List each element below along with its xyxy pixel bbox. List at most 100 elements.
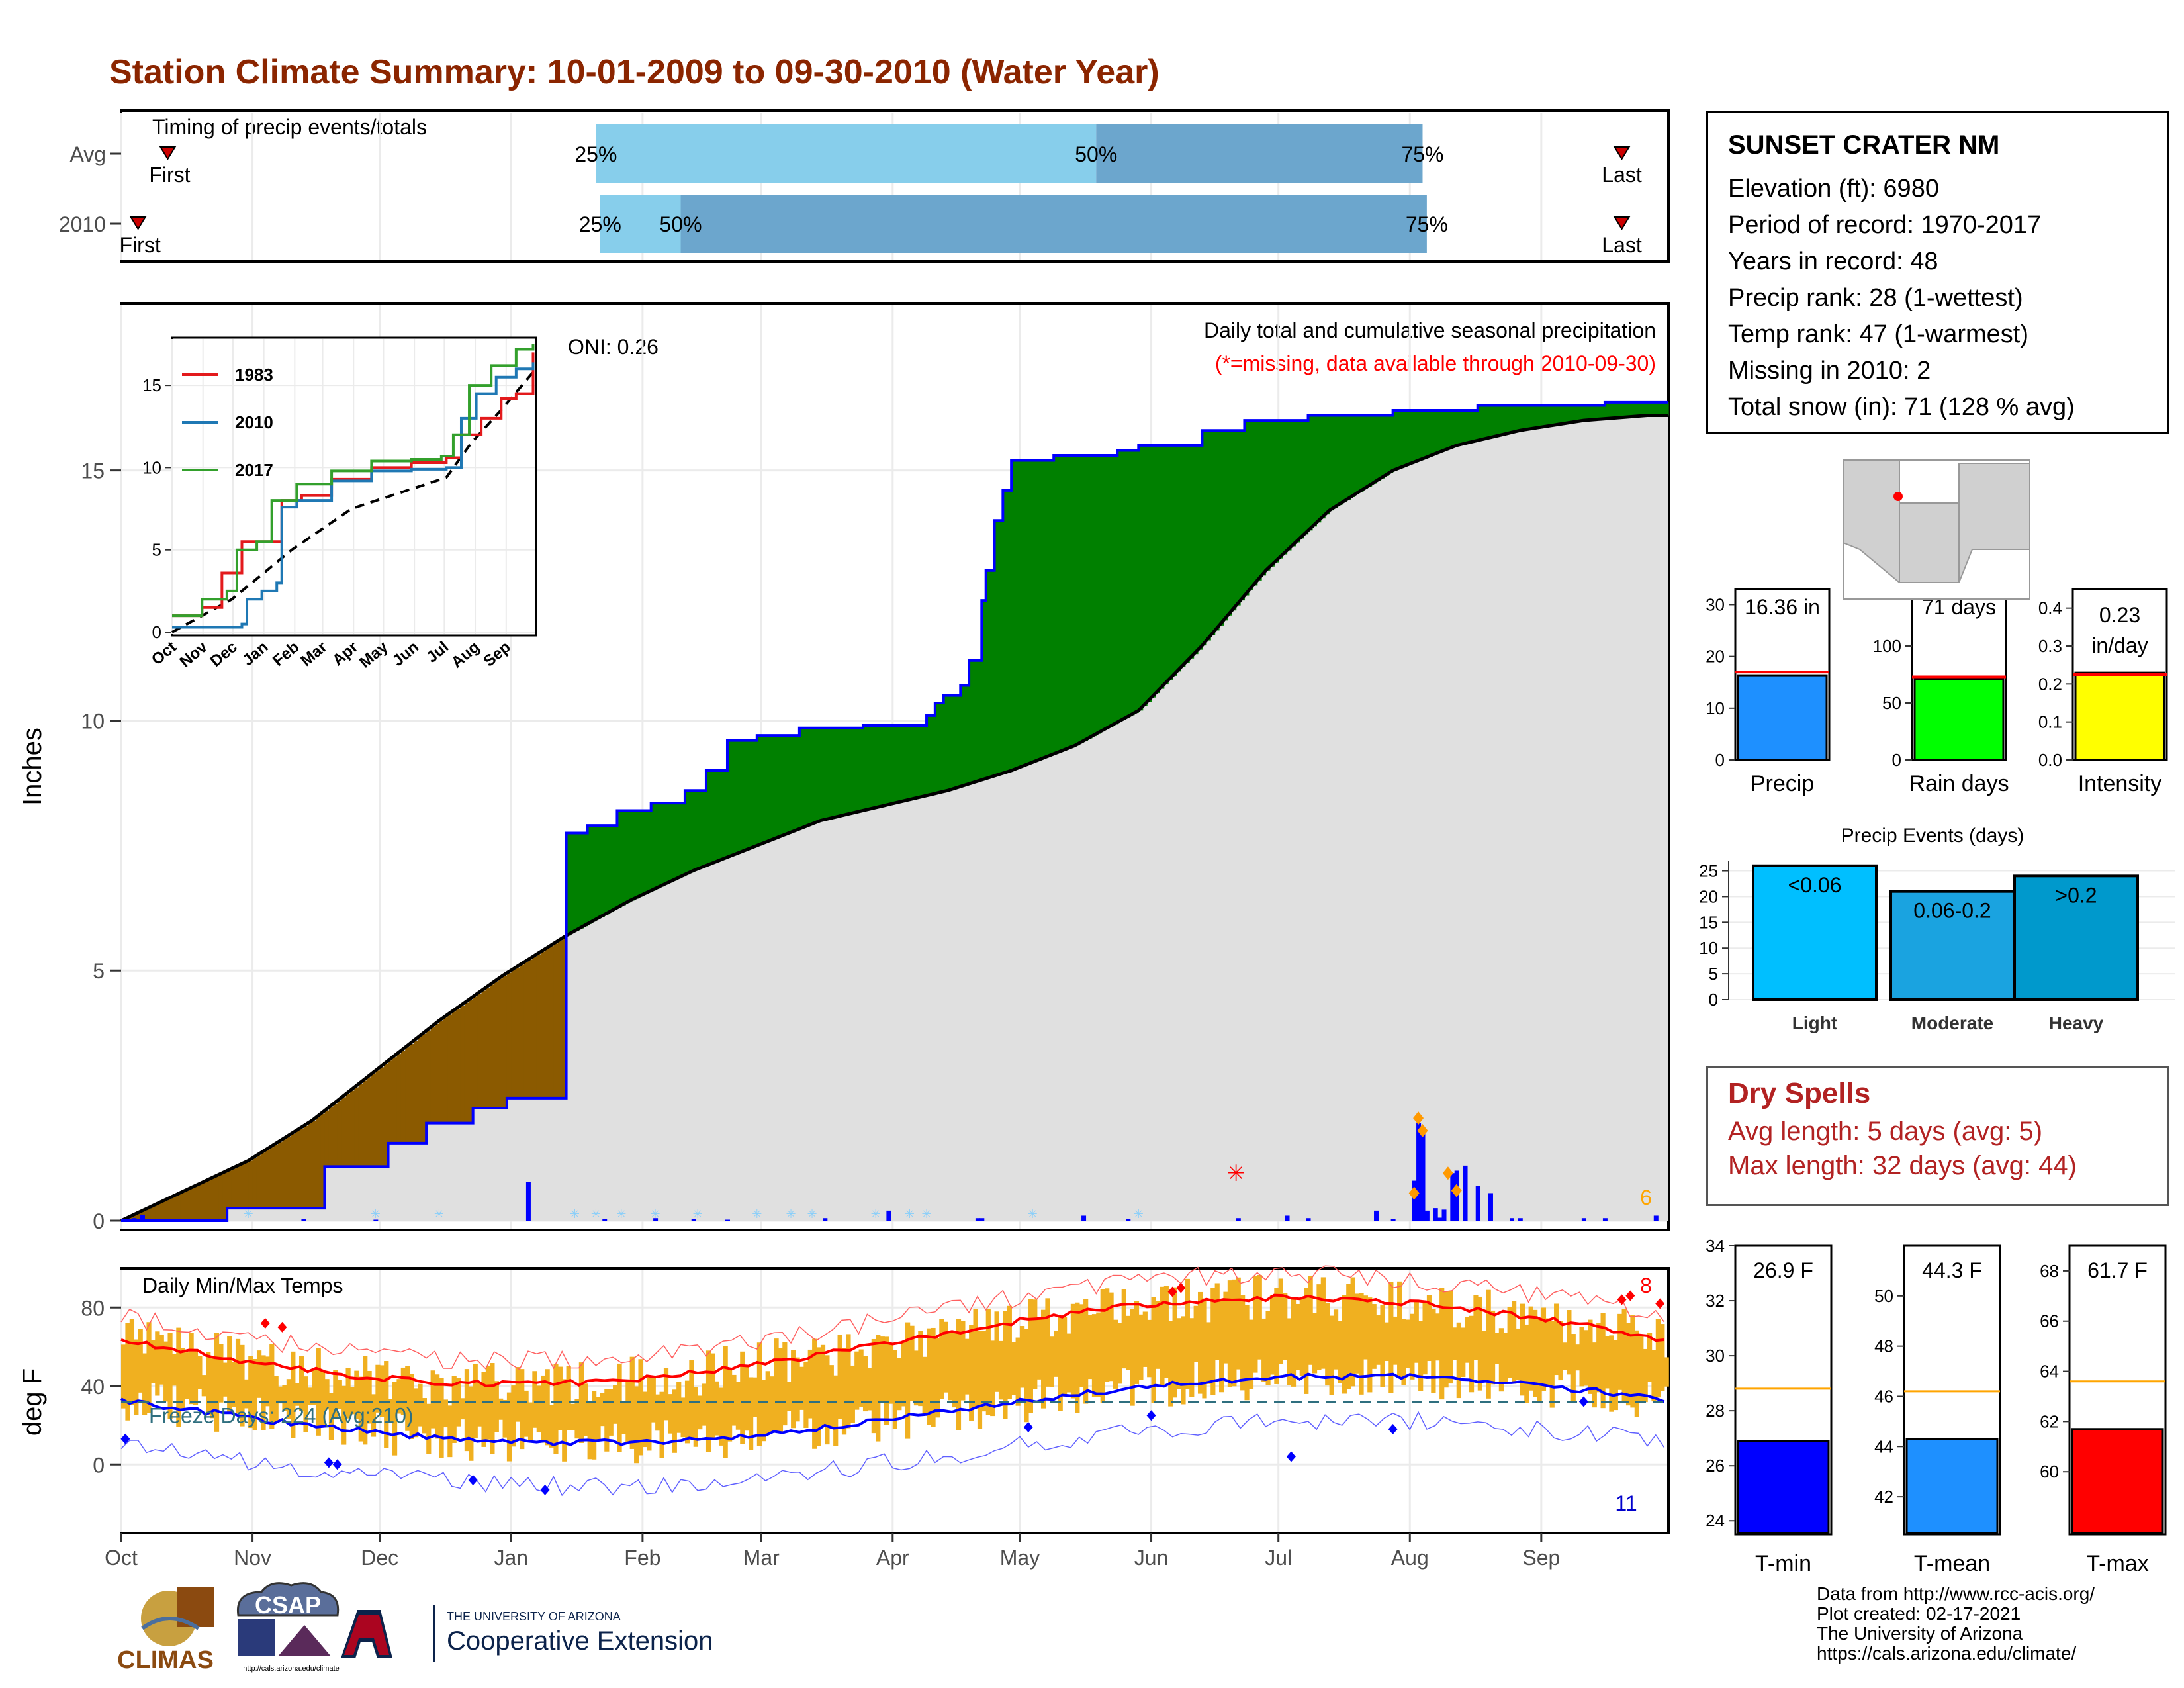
events-ytick-label: 15: [1699, 912, 1718, 932]
ua-extension: Cooperative Extension: [447, 1626, 713, 1656]
deficit-fill: [185, 1190, 190, 1221]
station-snow: Total snow (in): 71 (128 % avg): [1728, 393, 2075, 421]
surplus-fill: [1096, 455, 1101, 734]
surplus-fill: [1278, 420, 1283, 559]
daily-temp-bar: [345, 1368, 351, 1419]
snow-day-marker: ✳: [434, 1207, 444, 1221]
deficit-fill: [451, 1011, 457, 1123]
surplus-fill: [1189, 445, 1195, 659]
deficit-fill: [269, 1147, 275, 1209]
daily-temp-bar: [948, 1333, 953, 1401]
deficit-fill: [197, 1184, 203, 1221]
summary-temp-ytick-label: 46: [1874, 1386, 1893, 1406]
summary-category-label: Intensity: [2078, 771, 2162, 796]
daily-temp-bar: [1596, 1323, 1602, 1393]
daily-temp-bar: [964, 1338, 970, 1395]
surplus-fill: [1087, 455, 1093, 739]
daily-temp-bar: [1253, 1276, 1258, 1373]
summary-temp-ytick-label: 26: [1706, 1456, 1725, 1476]
deficit-fill: [447, 1014, 453, 1123]
surplus-fill: [1155, 445, 1160, 694]
surplus-fill: [888, 726, 893, 805]
daily-temp-bar: [1359, 1293, 1364, 1395]
deficit-fill: [206, 1180, 211, 1221]
record-low-marker: [1578, 1396, 1588, 1407]
daily-temp-bar: [1142, 1311, 1148, 1367]
surplus-fill: [981, 600, 987, 780]
surplus-fill: [913, 726, 919, 799]
deficit-fill: [171, 1196, 177, 1221]
deficit-fill: [506, 972, 512, 1098]
daily-temp-bar: [786, 1382, 792, 1411]
surplus-fill: [1210, 430, 1216, 635]
temps-ylabel: deg F: [18, 1368, 47, 1436]
surplus-fill: [884, 726, 889, 806]
daily-precip-bar: [1653, 1215, 1659, 1221]
surplus-fill: [684, 790, 690, 875]
surplus-fill: [1473, 410, 1479, 442]
surplus-fill: [973, 660, 978, 783]
daily-temp-bar: [994, 1311, 999, 1392]
temps-month-label: Nov: [234, 1546, 271, 1570]
daily-temp-bar: [1380, 1305, 1385, 1387]
daily-temp-bar: [451, 1376, 457, 1443]
credit-line: Data from http://www.rcc-acis.org/: [1817, 1583, 2095, 1604]
daily-temp-bar: [1181, 1316, 1186, 1405]
surplus-fill: [820, 727, 825, 821]
surplus-fill: [1592, 405, 1597, 420]
daily-precip-bar: [1374, 1210, 1379, 1221]
surplus-fill: [1219, 430, 1224, 626]
deficit-fill: [418, 1037, 423, 1143]
daily-temp-bar: [1486, 1289, 1491, 1399]
surplus-fill: [1287, 420, 1292, 551]
surplus-fill: [846, 727, 851, 815]
surplus-fill: [642, 810, 647, 895]
daily-temp-bar: [299, 1356, 304, 1411]
deficit-fill: [240, 1164, 245, 1209]
station-period: Period of record: 1970-2017: [1728, 211, 2042, 239]
daily-temp-bar: [1477, 1296, 1482, 1391]
surplus-fill: [1401, 410, 1406, 467]
surplus-fill: [1011, 460, 1017, 771]
events-bar-label: <0.06: [1788, 873, 1842, 897]
daily-temp-bar: [782, 1342, 788, 1426]
daily-temp-bar: [1664, 1357, 1669, 1387]
events-bar-label: >0.2: [2055, 883, 2097, 907]
surplus-fill: [1490, 405, 1495, 438]
deficit-fill: [167, 1198, 173, 1221]
logos: CLIMAS CSAP http://cals.arizona.edu/clim…: [117, 1582, 713, 1674]
surplus-fill: [1562, 405, 1567, 424]
summary-temp-ytick-label: 24: [1706, 1511, 1725, 1530]
surplus-fill: [1422, 410, 1428, 459]
surplus-fill: [1113, 455, 1118, 725]
daily-temp-bar: [367, 1370, 372, 1424]
deficit-fill: [155, 1204, 160, 1221]
daily-temp-bar: [1214, 1283, 1220, 1360]
deficit-fill: [256, 1155, 261, 1209]
temps-ytick-label: 80: [81, 1296, 105, 1320]
daily-temp-bar: [159, 1335, 164, 1385]
daily-temp-bar: [1168, 1321, 1173, 1407]
daily-temp-bar: [1066, 1333, 1071, 1393]
summary-ytick-label: 0.1: [2038, 712, 2062, 732]
daily-temp-bar: [778, 1348, 784, 1433]
daily-temp-bar: [973, 1309, 978, 1409]
record-high-line: [120, 1265, 1665, 1370]
surplus-fill: [1533, 405, 1538, 429]
last-event-marker: [1613, 216, 1631, 230]
summary-value-label: 16.36 in: [1745, 595, 1820, 619]
record-low-marker: [1146, 1410, 1156, 1421]
surplus-fill: [714, 771, 719, 863]
daily-temp-bar: [1100, 1289, 1105, 1403]
surplus-fill: [705, 771, 711, 866]
daily-temp-bar: [1545, 1318, 1551, 1387]
daily-temp-bar: [740, 1351, 745, 1444]
precip-ylabel: Inches: [18, 727, 47, 806]
daily-temp-bar: [1291, 1299, 1297, 1387]
snow-day-marker: ✳: [1028, 1207, 1038, 1221]
daily-temp-bar: [752, 1377, 758, 1417]
daily-temp-bar: [1176, 1318, 1182, 1389]
deficit-fill: [562, 938, 567, 1098]
daily-temp-bar: [1350, 1277, 1355, 1387]
deficit-fill: [231, 1168, 236, 1209]
